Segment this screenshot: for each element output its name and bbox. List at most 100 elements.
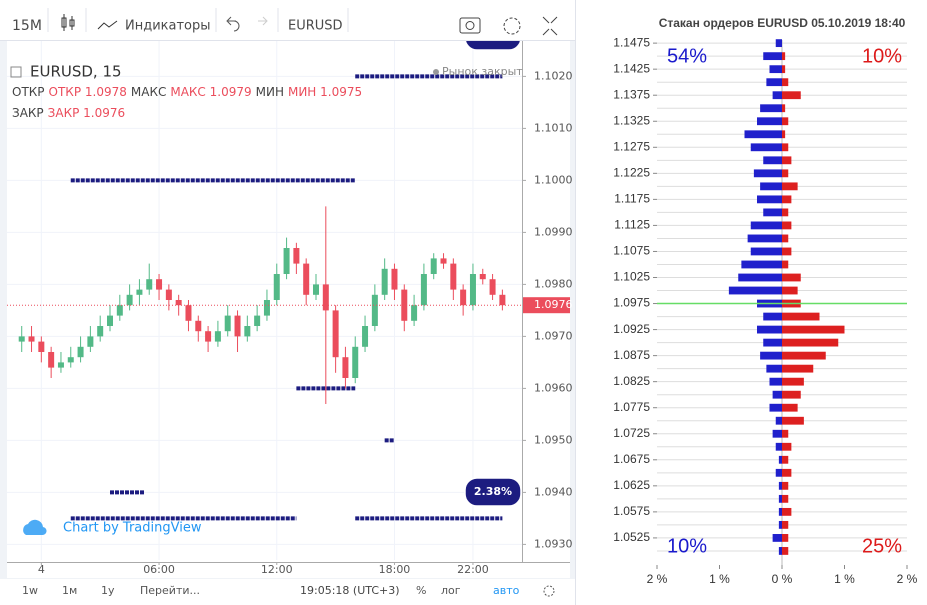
depth-bar bbox=[782, 390, 801, 399]
orderbook-title: Стакан ордеров EURUSD 05.10.2019 18:40 bbox=[659, 16, 906, 30]
chart-type-icon[interactable] bbox=[61, 14, 75, 31]
interval-button[interactable]: 15M bbox=[12, 18, 42, 34]
y-tick-label: 1.0970 bbox=[534, 329, 573, 342]
candle-body bbox=[77, 346, 84, 358]
fullscreen-icon[interactable] bbox=[542, 16, 558, 36]
bottom-bar-button[interactable]: % bbox=[416, 584, 426, 597]
y-tick-label: 1.1325 bbox=[613, 113, 650, 127]
y-tick-label: 1.0575 bbox=[613, 504, 650, 518]
indicators-button[interactable]: Индикаторы bbox=[125, 19, 211, 34]
depth-bar bbox=[766, 78, 782, 87]
candle-body bbox=[489, 279, 496, 295]
bottom-bar-button[interactable]: 1w bbox=[22, 584, 38, 597]
settings-icon[interactable] bbox=[503, 17, 521, 35]
watermark[interactable]: Chart by TradingView bbox=[63, 521, 202, 536]
y-tick-label: 1.1225 bbox=[613, 166, 650, 180]
candle-body bbox=[57, 362, 64, 368]
depth-bar bbox=[772, 390, 782, 399]
depth-bar bbox=[775, 416, 782, 425]
candle-body bbox=[440, 258, 447, 264]
y-tick-label: 1.0875 bbox=[613, 348, 650, 362]
y-tick-label: 1.0775 bbox=[613, 400, 650, 414]
chart-settings-icon[interactable] bbox=[543, 585, 555, 597]
y-tick-label: 1.0825 bbox=[613, 374, 650, 388]
candle-body bbox=[165, 289, 172, 300]
candle-body bbox=[67, 357, 74, 363]
y-tick-label: 1.1075 bbox=[613, 244, 650, 258]
candle-body bbox=[401, 289, 408, 321]
candle-body bbox=[126, 294, 133, 306]
depth-bar bbox=[782, 312, 820, 321]
depth-bar bbox=[782, 117, 789, 126]
candle-body bbox=[313, 284, 319, 295]
depth-bar bbox=[782, 143, 789, 152]
bottom-bar-button[interactable]: 1м bbox=[62, 584, 77, 597]
percent-badge bbox=[464, 477, 522, 507]
watermark-logo[interactable] bbox=[23, 519, 47, 536]
x-tick-label: 4 bbox=[38, 563, 45, 576]
last-price-box bbox=[523, 297, 570, 314]
candle-body bbox=[28, 336, 35, 342]
y-tick-label: 1.0975 bbox=[613, 296, 650, 310]
candle-body bbox=[97, 326, 104, 337]
candle-body bbox=[136, 289, 143, 295]
depth-bar bbox=[782, 403, 798, 412]
depth-bar bbox=[782, 481, 789, 490]
candle-body bbox=[273, 274, 280, 300]
indicators-icon[interactable] bbox=[97, 20, 118, 30]
toolbar-cover bbox=[0, 0, 575, 40]
bottom-bar-button[interactable]: лог bbox=[441, 584, 461, 597]
bottom-bar-bg bbox=[0, 579, 575, 605]
depth-bar bbox=[782, 195, 792, 204]
candle-body bbox=[303, 263, 310, 295]
collapse-icon[interactable] bbox=[10, 66, 22, 78]
y-tick-label: 1.0980 bbox=[534, 277, 573, 290]
depth-bar bbox=[744, 130, 782, 139]
depth-bar bbox=[782, 416, 804, 425]
depth-bar bbox=[778, 455, 782, 464]
candle-body bbox=[411, 305, 418, 321]
candle-body bbox=[420, 274, 427, 306]
side-percent: 10% bbox=[862, 45, 902, 67]
candle-body bbox=[205, 331, 212, 342]
depth-bar bbox=[782, 547, 789, 555]
undo-icon[interactable] bbox=[226, 16, 240, 32]
screenshot-icon[interactable] bbox=[459, 17, 481, 34]
candle-body bbox=[107, 315, 113, 326]
x-tick-label: 12:00 bbox=[261, 563, 293, 576]
legend-item: ОТКР bbox=[12, 85, 45, 99]
depth-bar bbox=[763, 52, 782, 61]
symbol-button[interactable]: EURUSD bbox=[288, 19, 343, 34]
candle-body bbox=[499, 294, 506, 306]
depth-bar bbox=[782, 338, 839, 347]
depth-bar bbox=[782, 534, 789, 542]
bottom-bar-button[interactable]: Перейти... bbox=[140, 584, 200, 597]
y-tick-label: 1.0990 bbox=[534, 225, 573, 238]
depth-bar bbox=[782, 221, 792, 230]
y-tick-label: 1.0725 bbox=[613, 426, 650, 440]
depth-bar bbox=[782, 455, 789, 464]
depth-bar bbox=[753, 169, 782, 178]
legend-item: МАКС bbox=[131, 85, 166, 99]
depth-bar bbox=[738, 273, 782, 282]
redo-icon[interactable] bbox=[258, 16, 268, 26]
y-tick-label: 1.0525 bbox=[613, 530, 650, 544]
x-tick-label: 1 % bbox=[834, 572, 855, 586]
depth-bar bbox=[782, 429, 789, 438]
depth-bar bbox=[782, 52, 786, 61]
y-tick-label: 1.1025 bbox=[613, 270, 650, 284]
depth-bar bbox=[760, 104, 782, 113]
bottom-bar-button[interactable]: авто bbox=[493, 584, 520, 597]
side-percent: 54% bbox=[667, 45, 707, 67]
depth-bar bbox=[775, 442, 782, 451]
depth-bar bbox=[769, 377, 782, 386]
depth-bar bbox=[772, 534, 782, 542]
candle-body bbox=[479, 274, 486, 280]
depth-bar bbox=[782, 442, 792, 451]
bottom-bar-button[interactable]: 1у bbox=[101, 584, 115, 597]
depth-bar bbox=[782, 377, 804, 386]
market-dot bbox=[433, 69, 439, 75]
bottom-bar: 1w 1м 1у Перейти... 19:05:18 (UTC+3)% лог авто bbox=[22, 584, 520, 597]
